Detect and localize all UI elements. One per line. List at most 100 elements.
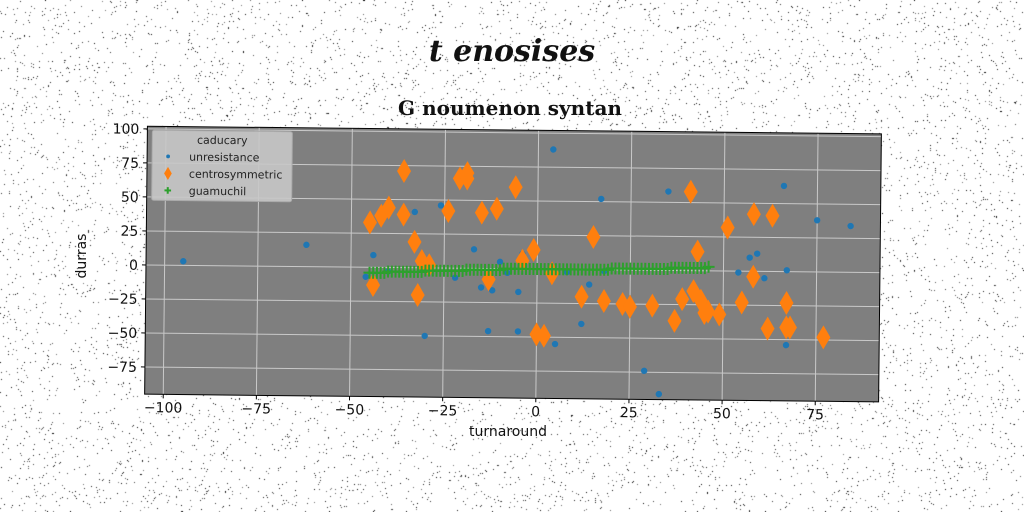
- centrosymmetric-point: [381, 195, 396, 220]
- legend-marker-unresistance: [166, 154, 171, 159]
- y-tick-label: 100: [113, 122, 140, 138]
- centrosymmetric-point: [734, 290, 749, 315]
- unresistance-point: [370, 251, 377, 259]
- x-tick-label: 75: [806, 407, 824, 423]
- legend-entry-label: centrosymmetric: [189, 168, 283, 182]
- unresistance-point: [411, 208, 419, 216]
- centrosymmetric-point: [765, 203, 780, 228]
- unresistance-point: [180, 258, 187, 265]
- unresistance-point: [437, 202, 445, 209]
- centrosymmetric-point: [622, 294, 637, 319]
- x-tick-label: 0: [531, 404, 540, 420]
- y-axis-label: durras: [74, 234, 90, 279]
- centrosymmetric-point: [474, 200, 489, 225]
- centrosymmetric-point: [397, 159, 412, 184]
- centrosymmetric-point: [615, 291, 630, 316]
- x-tick-label: −50: [335, 402, 365, 418]
- centrosymmetric-point: [396, 202, 411, 227]
- x-tick-label: −75: [241, 401, 271, 417]
- legend-marker-centrosymmetric: [164, 166, 172, 181]
- centrosymmetric-point: [410, 283, 425, 308]
- unresistance-point: [514, 328, 522, 335]
- x-tick-label: 25: [620, 405, 638, 421]
- y-grid-line: [146, 230, 881, 240]
- unresistance-point: [783, 267, 791, 274]
- y-grid-line: [147, 128, 882, 138]
- centrosymmetric-point: [366, 273, 381, 298]
- legend: caducary unresistance centrosymmetric guam…: [151, 129, 293, 203]
- y-tick-label: −50: [108, 326, 138, 342]
- series-unresistance: [180, 146, 854, 398]
- x-tick-label: −100: [144, 400, 183, 416]
- centrosymmetric-point: [407, 229, 422, 254]
- legend-entry-label: guamuchil: [189, 185, 247, 199]
- y-grid-line: [144, 366, 879, 376]
- unresistance-point: [780, 182, 788, 190]
- x-grid-line: [442, 129, 446, 398]
- legend-entries: unresistance centrosymmetric guamuchil: [164, 151, 283, 199]
- centrosymmetric-point: [683, 179, 698, 204]
- y-grid-line: [145, 332, 880, 342]
- unresistance-point: [598, 195, 605, 203]
- centrosymmetric-point: [686, 279, 701, 304]
- unresistance-point: [655, 390, 663, 398]
- legend-box: [151, 129, 293, 203]
- y-tick-label: 0: [129, 258, 138, 274]
- unresistance-point: [782, 341, 790, 349]
- unresistance-point: [489, 287, 496, 294]
- y-tick-label: 75: [121, 156, 139, 172]
- unresistance-point: [665, 188, 672, 195]
- figure-suptitle: t enosises: [428, 34, 596, 69]
- unresistance-point: [496, 258, 504, 266]
- y-tick-label: −75: [107, 360, 137, 376]
- legend-entry-label: unresistance: [189, 151, 260, 165]
- plot-frame: [144, 125, 882, 403]
- series-guamuchil: [363, 260, 715, 279]
- unresistance-point: [362, 273, 369, 280]
- centrosymmetric-point: [529, 322, 544, 347]
- unresistance-point: [847, 222, 854, 230]
- centrosymmetric-point: [596, 289, 611, 314]
- y-grid-line: [145, 298, 880, 308]
- unresistance-point: [746, 254, 753, 261]
- unresistance-point: [484, 327, 492, 335]
- y-tick-label: 25: [120, 224, 138, 240]
- legend-marker-guamuchil: [164, 187, 172, 194]
- unresistance-point: [550, 146, 557, 153]
- y-tick-label: −25: [108, 292, 138, 308]
- centrosymmetric-point: [526, 237, 541, 262]
- unresistance-point: [303, 241, 310, 249]
- unresistance-point: [578, 320, 585, 328]
- unresistance-point: [753, 250, 761, 257]
- grid: [144, 126, 882, 402]
- chart-title: G noumenon syntan: [398, 96, 622, 120]
- centrosymmetric-point: [574, 284, 589, 309]
- centrosymmetric-point: [536, 323, 551, 348]
- unresistance-point: [585, 281, 593, 288]
- centrosymmetric-point: [720, 215, 735, 240]
- centrosymmetric-point: [746, 202, 761, 227]
- guamuchil-point: [702, 260, 715, 273]
- axes: −100 −75 −50 −25 0 25 50 75−75−50−250255075100 …: [107, 122, 882, 423]
- unresistance-point: [515, 288, 522, 296]
- unresistance-point: [477, 284, 485, 291]
- centrosymmetric-point: [362, 210, 377, 235]
- centrosymmetric-point: [489, 196, 504, 221]
- centrosymmetric-point: [779, 290, 794, 315]
- unresistance-point: [735, 269, 742, 276]
- x-grid-line: [721, 132, 726, 401]
- centrosymmetric-point: [690, 239, 705, 264]
- centrosymmetric-point: [645, 293, 660, 318]
- centrosymmetric-point: [712, 302, 727, 327]
- unresistance-point: [421, 332, 428, 340]
- plot-area: [144, 126, 882, 402]
- x-grid-line: [814, 133, 819, 402]
- centrosymmetric-point: [460, 161, 475, 186]
- legend-title: caducary: [197, 134, 248, 148]
- centrosymmetric-point: [760, 316, 775, 341]
- x-tick-label: −25: [428, 403, 458, 419]
- unresistance-point: [761, 275, 768, 282]
- series-layer: [180, 146, 854, 398]
- centrosymmetric-point: [667, 308, 682, 333]
